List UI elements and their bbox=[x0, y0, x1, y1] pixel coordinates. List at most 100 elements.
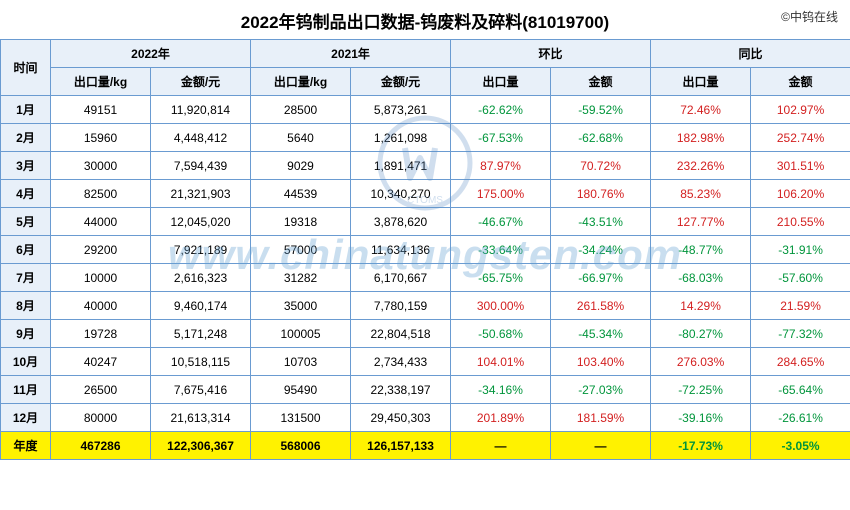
cell-pct: -67.53% bbox=[451, 124, 551, 152]
cell-pct: 127.77% bbox=[651, 208, 751, 236]
cell-amt2022: 2,616,323 bbox=[151, 264, 251, 292]
cell-qty2021: 95490 bbox=[251, 376, 351, 404]
cell-pct: -3.05% bbox=[751, 432, 850, 460]
cell-pct: 175.00% bbox=[451, 180, 551, 208]
cell-qty2022: 40247 bbox=[51, 348, 151, 376]
cell-qty2021: 31282 bbox=[251, 264, 351, 292]
table-row: 11月265007,675,4169549022,338,197-34.16%-… bbox=[1, 376, 850, 404]
cell-pct: -34.24% bbox=[551, 236, 651, 264]
cell-qty2021: 35000 bbox=[251, 292, 351, 320]
cell-month: 11月 bbox=[1, 376, 51, 404]
copyright-label: ©中钨在线 bbox=[781, 8, 838, 25]
cell-pct: 232.26% bbox=[651, 152, 751, 180]
cell-pct: 252.74% bbox=[751, 124, 850, 152]
cell-amt2021: 11,634,136 bbox=[351, 236, 451, 264]
cell-month: 3月 bbox=[1, 152, 51, 180]
cell-pct: 21.59% bbox=[751, 292, 850, 320]
table-row: 2月159604,448,41256401,261,098-67.53%-62.… bbox=[1, 124, 850, 152]
table-row: 3月300007,594,43990291,891,47187.97%70.72… bbox=[1, 152, 850, 180]
cell-annual-qty2021: 568006 bbox=[251, 432, 351, 460]
cell-pct: 14.29% bbox=[651, 292, 751, 320]
cell-pct: -66.97% bbox=[551, 264, 651, 292]
cell-pct: 70.72% bbox=[551, 152, 651, 180]
cell-month: 2月 bbox=[1, 124, 51, 152]
cell-qty2021: 9029 bbox=[251, 152, 351, 180]
col-amt-2021: 金额/元 bbox=[351, 68, 451, 96]
cell-pct: -62.62% bbox=[451, 96, 551, 124]
cell-qty2021: 100005 bbox=[251, 320, 351, 348]
col-qty-2022: 出口量/kg bbox=[51, 68, 151, 96]
cell-pct: 180.76% bbox=[551, 180, 651, 208]
cell-month: 4月 bbox=[1, 180, 51, 208]
cell-amt2021: 6,170,667 bbox=[351, 264, 451, 292]
cell-annual-label: 年度 bbox=[1, 432, 51, 460]
col-time: 时间 bbox=[1, 40, 51, 96]
cell-amt2022: 7,594,439 bbox=[151, 152, 251, 180]
cell-annual-qty2022: 467286 bbox=[51, 432, 151, 460]
annual-row: 年度467286122,306,367568006126,157,133——-1… bbox=[1, 432, 850, 460]
cell-pct: -77.32% bbox=[751, 320, 850, 348]
cell-pct: -31.91% bbox=[751, 236, 850, 264]
cell-qty2022: 19728 bbox=[51, 320, 151, 348]
cell-pct: -45.34% bbox=[551, 320, 651, 348]
cell-amt2021: 2,734,433 bbox=[351, 348, 451, 376]
cell-pct: 201.89% bbox=[451, 404, 551, 432]
col-mom: 环比 bbox=[451, 40, 651, 68]
table-row: 10月4024710,518,115107032,734,433104.01%1… bbox=[1, 348, 850, 376]
cell-pct: -80.27% bbox=[651, 320, 751, 348]
title-bar: 2022年钨制品出口数据-钨废料及碎料(81019700) ©中钨在线 bbox=[0, 0, 850, 39]
table-body: 1月4915111,920,814285005,873,261-62.62%-5… bbox=[1, 96, 850, 460]
col-mom-qty: 出口量 bbox=[451, 68, 551, 96]
table-row: 1月4915111,920,814285005,873,261-62.62%-5… bbox=[1, 96, 850, 124]
cell-pct: 103.40% bbox=[551, 348, 651, 376]
cell-annual-amt2021: 126,157,133 bbox=[351, 432, 451, 460]
col-yoy: 同比 bbox=[651, 40, 850, 68]
cell-amt2021: 10,340,270 bbox=[351, 180, 451, 208]
cell-qty2021: 10703 bbox=[251, 348, 351, 376]
cell-qty2022: 40000 bbox=[51, 292, 151, 320]
table-row: 8月400009,460,174350007,780,159300.00%261… bbox=[1, 292, 850, 320]
cell-pct: -43.51% bbox=[551, 208, 651, 236]
col-yoy-amt: 金额 bbox=[751, 68, 850, 96]
cell-qty2022: 30000 bbox=[51, 152, 151, 180]
cell-pct: -68.03% bbox=[651, 264, 751, 292]
cell-qty2022: 49151 bbox=[51, 96, 151, 124]
cell-amt2021: 1,891,471 bbox=[351, 152, 451, 180]
cell-qty2022: 26500 bbox=[51, 376, 151, 404]
table-row: 4月8250021,321,9034453910,340,270175.00%1… bbox=[1, 180, 850, 208]
cell-amt2022: 7,675,416 bbox=[151, 376, 251, 404]
cell-pct: 210.55% bbox=[751, 208, 850, 236]
cell-month: 1月 bbox=[1, 96, 51, 124]
cell-pct: 106.20% bbox=[751, 180, 850, 208]
cell-pct: -46.67% bbox=[451, 208, 551, 236]
cell-amt2022: 12,045,020 bbox=[151, 208, 251, 236]
cell-amt2021: 22,804,518 bbox=[351, 320, 451, 348]
cell-amt2022: 7,921,189 bbox=[151, 236, 251, 264]
cell-qty2021: 57000 bbox=[251, 236, 351, 264]
cell-amt2021: 3,878,620 bbox=[351, 208, 451, 236]
cell-amt2021: 7,780,159 bbox=[351, 292, 451, 320]
cell-pct: 276.03% bbox=[651, 348, 751, 376]
cell-qty2022: 15960 bbox=[51, 124, 151, 152]
cell-pct: -27.03% bbox=[551, 376, 651, 404]
table-row: 6月292007,921,1895700011,634,136-33.64%-3… bbox=[1, 236, 850, 264]
col-2022: 2022年 bbox=[51, 40, 251, 68]
cell-qty2021: 44539 bbox=[251, 180, 351, 208]
cell-amt2022: 4,448,412 bbox=[151, 124, 251, 152]
cell-pct: -39.16% bbox=[651, 404, 751, 432]
cell-amt2022: 9,460,174 bbox=[151, 292, 251, 320]
cell-amt2021: 29,450,303 bbox=[351, 404, 451, 432]
cell-amt2022: 21,321,903 bbox=[151, 180, 251, 208]
table-header: 时间 2022年 2021年 环比 同比 出口量/kg 金额/元 出口量/kg … bbox=[1, 40, 850, 96]
cell-qty2022: 10000 bbox=[51, 264, 151, 292]
cell-amt2022: 10,518,115 bbox=[151, 348, 251, 376]
cell-pct: 181.59% bbox=[551, 404, 651, 432]
cell-qty2021: 19318 bbox=[251, 208, 351, 236]
cell-pct: 300.00% bbox=[451, 292, 551, 320]
cell-pct: -33.64% bbox=[451, 236, 551, 264]
cell-pct: -59.52% bbox=[551, 96, 651, 124]
cell-qty2021: 28500 bbox=[251, 96, 351, 124]
cell-amt2021: 5,873,261 bbox=[351, 96, 451, 124]
cell-pct: -34.16% bbox=[451, 376, 551, 404]
col-qty-2021: 出口量/kg bbox=[251, 68, 351, 96]
